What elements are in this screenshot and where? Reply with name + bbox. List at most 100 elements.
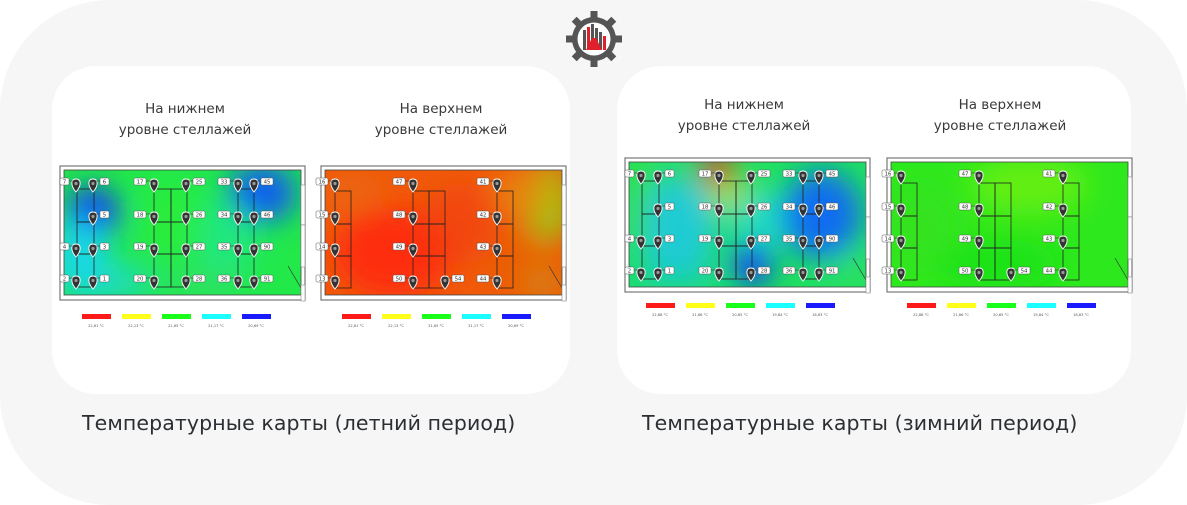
sensor-pin[interactable]: 13 — [881, 266, 906, 282]
sensor-pin[interactable]: 4 — [624, 234, 646, 250]
sensor-label: 7 — [628, 171, 631, 177]
sensor-pin[interactable]: 28 — [746, 266, 771, 282]
sensor-label: 26 — [761, 204, 768, 210]
sensor-pin[interactable]: 13 — [315, 274, 340, 290]
sensor-label: 47 — [962, 171, 969, 177]
sensor-label: 15 — [885, 204, 892, 210]
sensor-pin[interactable]: 27 — [746, 234, 771, 250]
sensor-pin[interactable]: 5 — [88, 210, 110, 226]
sensor-pin[interactable]: 3 — [88, 242, 110, 258]
legend-label: 21,17 °C — [468, 324, 484, 328]
sensor-label: 35 — [786, 236, 793, 242]
sensor-pin[interactable]: 45 — [249, 177, 274, 193]
sensor-pin[interactable]: 49 — [958, 234, 984, 250]
sensor-pin[interactable]: 43 — [476, 242, 502, 258]
sensor-pin[interactable]: 26 — [181, 210, 206, 226]
sensor-pin[interactable]: 27 — [181, 242, 206, 258]
sensor-label: 6 — [668, 171, 672, 177]
legend-item: 20,65 °C — [720, 303, 760, 317]
sensor-pin[interactable]: 41 — [1042, 169, 1068, 185]
sensor-pin[interactable]: 91 — [249, 274, 274, 290]
sensor-pin[interactable]: 5 — [653, 202, 675, 218]
sensor-pin[interactable]: 14 — [881, 234, 906, 250]
sensor-pin[interactable]: 90 — [814, 234, 839, 250]
sensor-label: 4 — [63, 244, 67, 250]
sensor-label: 90 — [829, 236, 836, 242]
sensor-pin[interactable]: 50 — [392, 274, 418, 290]
sensor-pin[interactable]: 36 — [217, 274, 243, 290]
sensor-pin[interactable]: 7 — [624, 169, 646, 185]
sensor-pin[interactable]: 46 — [249, 210, 274, 226]
sensor-label: 27 — [196, 244, 203, 250]
legend-label: 21,65 °C — [168, 324, 184, 328]
sensor-pin[interactable]: 20 — [133, 274, 159, 290]
legend-item: 20,69 °C — [236, 314, 276, 328]
sensor-pin[interactable]: 1 — [88, 274, 110, 290]
sensor-pin[interactable]: 50 — [958, 266, 984, 282]
sensor-pin[interactable]: 25 — [746, 169, 771, 185]
sensor-pin[interactable]: 1 — [653, 266, 675, 282]
summer-caption: Температурные карты (летний период) — [82, 411, 516, 435]
sensor-pin[interactable]: 34 — [217, 210, 243, 226]
sensor-pin[interactable]: 45 — [814, 169, 839, 185]
sensor-pin[interactable]: 34 — [782, 202, 808, 218]
sensor-pin[interactable]: 28 — [181, 274, 206, 290]
sensor-pin[interactable]: 42 — [476, 210, 502, 226]
sensor-pin[interactable]: 43 — [1042, 234, 1068, 250]
legend-label: 21,66 °C — [953, 313, 969, 317]
sensor-pin[interactable]: 6 — [88, 177, 110, 193]
sensor-pin[interactable]: 17 — [133, 177, 159, 193]
sensor-pin[interactable]: 44 — [1042, 266, 1068, 282]
sensor-pin[interactable]: 16 — [315, 177, 340, 193]
sensor-pin[interactable]: 44 — [476, 274, 502, 290]
sensor-label: 4 — [628, 236, 632, 242]
sensor-pin[interactable]: 7 — [59, 177, 81, 193]
sensor-pin[interactable]: 20 — [698, 266, 724, 282]
sensor-pin[interactable]: 4 — [59, 242, 81, 258]
sensor-pin[interactable]: 26 — [746, 202, 771, 218]
sensor-pin[interactable]: 19 — [133, 242, 159, 258]
sensor-pin[interactable]: 91 — [814, 266, 839, 282]
sensor-pin[interactable]: 41 — [476, 177, 502, 193]
sensor-pin[interactable]: 15 — [315, 210, 340, 226]
sensor-pin[interactable]: 47 — [958, 169, 984, 185]
sensor-pin[interactable]: 19 — [698, 234, 724, 250]
legend-swatch — [461, 314, 491, 319]
sensor-pin[interactable]: 48 — [392, 210, 418, 226]
sensor-pin[interactable]: 35 — [217, 242, 243, 258]
legend-item: 18,63 °C — [800, 303, 840, 317]
sensor-pin[interactable]: 14 — [315, 242, 340, 258]
sensor-pin[interactable]: 2 — [59, 274, 81, 290]
sensor-pin[interactable]: 48 — [958, 202, 984, 218]
sensor-pin[interactable]: 54 — [1006, 266, 1031, 282]
sensor-pin[interactable]: 46 — [814, 202, 839, 218]
sensor-pin[interactable]: 33 — [782, 169, 808, 185]
sensor-pin[interactable]: 25 — [181, 177, 206, 193]
sensor-pin[interactable]: 18 — [698, 202, 724, 218]
sensor-pin[interactable]: 35 — [782, 234, 808, 250]
sensor-pin[interactable]: 90 — [249, 242, 274, 258]
gear-chart-flask-icon — [566, 11, 622, 67]
sensor-pin[interactable]: 16 — [881, 169, 906, 185]
sensor-pin[interactable]: 2 — [624, 266, 646, 282]
legend-swatch — [81, 314, 111, 319]
sensor-pin[interactable]: 15 — [881, 202, 906, 218]
sensor-pin[interactable]: 6 — [653, 169, 675, 185]
sensor-pin[interactable]: 18 — [133, 210, 159, 226]
sensor-pin[interactable]: 49 — [392, 242, 418, 258]
sensor-pin[interactable]: 36 — [782, 266, 808, 282]
sensor-label: 14 — [885, 236, 892, 242]
legend-item: 22,13 °C — [376, 314, 416, 328]
legend-label: 20,69 °C — [508, 324, 524, 328]
sensor-pin[interactable]: 42 — [1042, 202, 1068, 218]
sensor-label: 41 — [480, 179, 487, 185]
sensor-pin[interactable]: 47 — [392, 177, 418, 193]
sensor-pin[interactable]: 54 — [440, 274, 465, 290]
winter-lower-heatmap: 7 6 5 4 3 2 1 17 18 19 20 25 26 27 28 33 34 35 36 45 46 90 91 — [624, 157, 871, 294]
sensor-label: 28 — [196, 276, 203, 282]
legend-swatch — [1026, 303, 1056, 308]
sensor-pin[interactable]: 3 — [653, 234, 675, 250]
winter-lower-heading: На нижнем уровне стеллажей — [677, 97, 811, 134]
sensor-pin[interactable]: 17 — [698, 169, 724, 185]
sensor-pin[interactable]: 33 — [217, 177, 243, 193]
